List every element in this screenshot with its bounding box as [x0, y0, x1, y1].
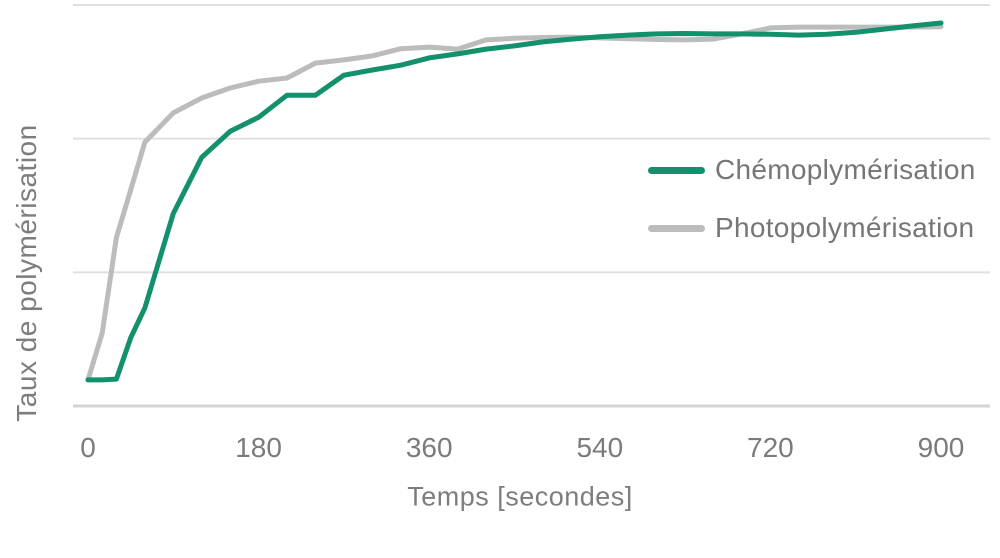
x-tick-label-540: 540: [576, 432, 624, 463]
legend-swatch-chemopolymerisation-icon: [648, 166, 705, 174]
x-tick-label-900: 900: [917, 432, 965, 463]
series-line-photopolymerisation: [85, 24, 944, 383]
series-line-chemopolymerisation: [85, 20, 944, 383]
x-tick-label-0: 0: [80, 432, 96, 463]
x-tick-label-180: 180: [235, 432, 282, 463]
legend-item-chemopolymerisation: Chémoplymérisation: [648, 154, 976, 186]
x-tick-label-360: 360: [405, 432, 453, 463]
legend-label-photopolymerisation: Photopolymérisation: [715, 212, 975, 243]
legend-item-photopolymerisation: Photopolymérisation: [648, 212, 974, 244]
legend-label-chemopolymerisation: Chémoplymérisation: [715, 154, 976, 185]
legend-swatch-photopolymerisation-icon: [648, 224, 705, 232]
x-axis-title: Temps [secondes]: [407, 481, 633, 512]
x-tick-label-720: 720: [747, 432, 794, 463]
y-axis-title: Taux de polymérisation: [11, 124, 42, 422]
